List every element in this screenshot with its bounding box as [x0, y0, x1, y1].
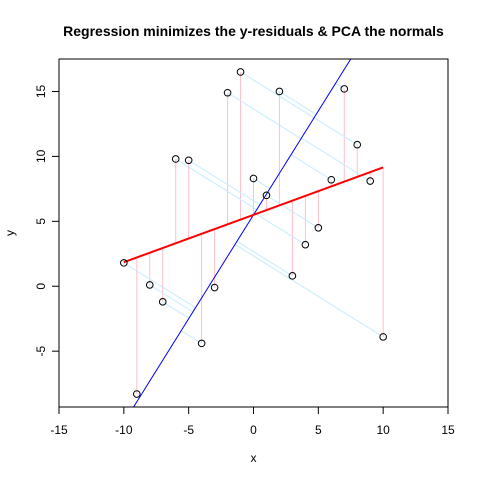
normal-line-19 [301, 138, 370, 181]
y-tick-label: 15 [34, 84, 48, 98]
normal-line-3 [163, 302, 189, 318]
normal-line-13 [237, 241, 292, 276]
chart-title: Regression minimizes the y-residuals & P… [63, 23, 444, 39]
x-tick-label: 0 [250, 423, 257, 437]
x-tick-label: 5 [315, 423, 322, 437]
normal-line-16 [291, 155, 331, 180]
normal-line-18 [314, 118, 357, 145]
x-tick-label: -10 [115, 423, 133, 437]
data-points [121, 69, 387, 398]
x-tick-label: 10 [376, 423, 390, 437]
normal-line-20 [235, 244, 383, 336]
y-residual-lines [124, 72, 383, 394]
y-tick-label: 10 [34, 149, 48, 163]
normal-line-8 [228, 93, 301, 139]
y-axis-label: y [3, 230, 17, 236]
normal-line-14 [255, 213, 306, 245]
y-tick-label: 0 [34, 283, 48, 290]
normal-line-9 [241, 72, 314, 118]
y-tick-label: 5 [34, 218, 48, 225]
y-tick-label: -5 [34, 346, 48, 357]
x-tick-label: -5 [183, 423, 194, 437]
normal-line-4 [176, 159, 257, 210]
x-axis-label: x [251, 451, 257, 465]
x-tick-label: -15 [50, 423, 68, 437]
x-axis: -15 -10 -5 0 5 10 15 [50, 407, 455, 437]
normal-line-2 [150, 285, 193, 312]
normal-line-5 [189, 160, 260, 204]
normal-line-12 [279, 91, 316, 114]
plot-frame [59, 59, 448, 407]
y-axis: -5 0 5 10 15 [34, 84, 59, 356]
x-tick-label: 15 [441, 423, 455, 437]
